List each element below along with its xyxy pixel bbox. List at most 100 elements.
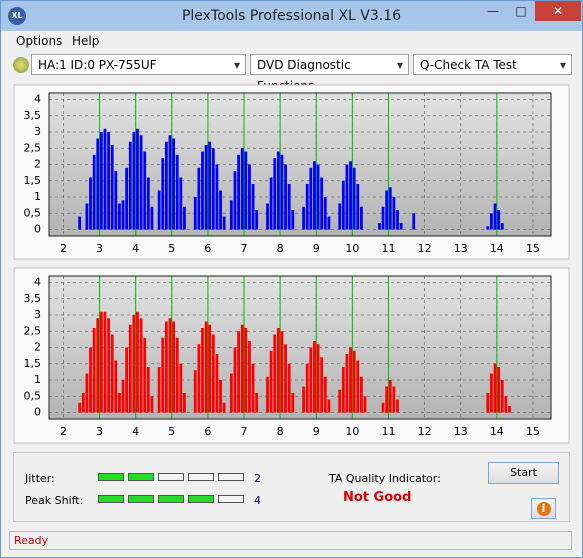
bar <box>486 226 490 230</box>
ta-quality-label: TA Quality Indicator: <box>329 472 441 485</box>
x-tick-label: 2 <box>60 425 67 438</box>
info-icon: i <box>536 502 551 516</box>
x-tick-label: 14 <box>490 242 504 255</box>
window-title: PlexTools Professional XL V3.16 <box>181 8 402 24</box>
bar <box>508 406 511 413</box>
bar <box>309 167 313 230</box>
bar <box>201 151 204 230</box>
start-button[interactable]: Start <box>488 462 559 484</box>
bar <box>229 373 233 413</box>
meter-segment <box>158 495 184 503</box>
status-bar: Ready <box>9 531 572 550</box>
bar <box>107 132 110 230</box>
bar <box>96 138 100 230</box>
bar <box>302 206 306 230</box>
bar <box>490 373 493 413</box>
bar <box>197 167 201 230</box>
drive-select[interactable]: HA:1 ID:0 PX-755UF <box>31 54 246 76</box>
results-panel <box>13 452 570 522</box>
bar <box>291 393 295 413</box>
title-bar <box>1 1 582 31</box>
bar <box>280 331 284 413</box>
bar <box>313 341 316 413</box>
bar <box>89 347 92 413</box>
y-tick-label: 1,5 <box>24 174 42 187</box>
x-tick-label: 12 <box>418 425 432 438</box>
x-tick-label: 5 <box>168 425 175 438</box>
drive-icon <box>13 57 29 73</box>
meter-segment <box>128 473 154 481</box>
bar <box>193 197 197 230</box>
x-tick-label: 9 <box>313 425 320 438</box>
bar <box>128 141 132 230</box>
x-tick-label: 15 <box>526 425 540 438</box>
bar <box>219 380 222 413</box>
meter-segment <box>188 495 214 503</box>
bar <box>99 311 103 413</box>
bar <box>78 216 82 230</box>
y-tick-label: 0 <box>34 223 41 236</box>
x-tick-label: 11 <box>381 425 395 438</box>
bar <box>323 197 327 230</box>
bar <box>89 177 92 230</box>
meter-segment <box>128 495 154 503</box>
y-tick-label: 0,5 <box>24 389 42 402</box>
bar <box>320 177 324 230</box>
bar <box>99 132 103 230</box>
meter-segment <box>98 473 124 481</box>
bar <box>504 396 508 413</box>
bar <box>179 177 183 230</box>
menu-item[interactable]: Help <box>72 34 100 48</box>
bar <box>175 337 179 413</box>
bar <box>255 210 259 230</box>
bar <box>341 367 345 413</box>
bar <box>248 164 251 230</box>
bar <box>388 187 392 230</box>
bar <box>139 318 143 413</box>
minimize-button[interactable]: — <box>487 4 499 18</box>
bar <box>316 344 320 413</box>
menu-item[interactable]: Options <box>16 34 63 48</box>
close-button[interactable]: ✕ <box>535 1 581 21</box>
x-tick-label: 6 <box>204 242 211 255</box>
y-tick-label: 3 <box>34 308 41 321</box>
app-icon: XL <box>8 7 26 25</box>
y-tick-label: 2,5 <box>24 141 42 154</box>
bar <box>356 184 360 230</box>
bar <box>273 334 277 413</box>
bar <box>412 213 416 230</box>
bar <box>146 367 150 413</box>
bar <box>179 363 183 413</box>
x-tick-label: 4 <box>132 242 139 255</box>
bar <box>175 154 179 230</box>
y-tick-label: 0,5 <box>24 206 42 219</box>
bar <box>164 141 168 230</box>
bar <box>349 347 352 413</box>
bar <box>81 393 85 413</box>
bar <box>327 399 331 413</box>
bar <box>320 357 324 413</box>
meter-segment <box>188 473 214 481</box>
test-select[interactable]: Q-Check TA Test <box>413 54 572 76</box>
bar <box>222 216 226 230</box>
x-tick-label: 7 <box>241 425 248 438</box>
bar <box>338 203 342 230</box>
bar <box>204 145 208 230</box>
bar <box>208 324 212 413</box>
function-select[interactable]: DVD Diagnostic Functions <box>250 54 409 93</box>
bar <box>107 318 110 413</box>
bar <box>388 380 392 413</box>
bar <box>150 396 154 413</box>
x-tick-label: 10 <box>345 242 359 255</box>
bar <box>291 210 295 230</box>
bar <box>85 203 89 230</box>
bar <box>146 177 150 230</box>
maximize-button[interactable]: □ <box>515 4 527 18</box>
x-tick-label: 8 <box>277 242 284 255</box>
bar <box>497 210 501 230</box>
x-tick-label: 14 <box>490 425 504 438</box>
y-tick-label: 0 <box>34 406 41 419</box>
x-tick-label: 15 <box>526 242 540 255</box>
info-button[interactable]: i <box>531 498 556 519</box>
bar <box>276 328 280 413</box>
